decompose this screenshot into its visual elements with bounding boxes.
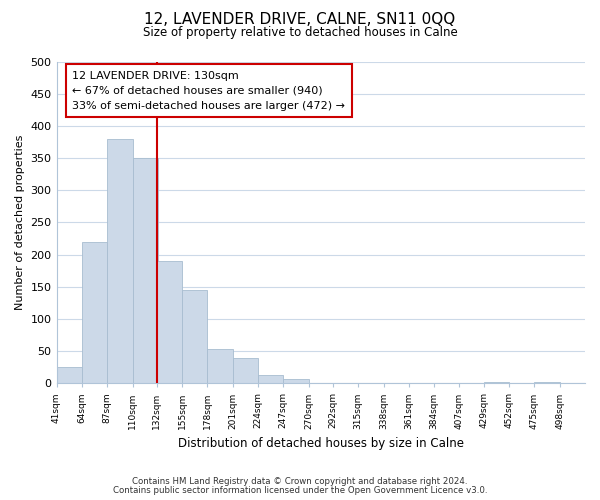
Bar [258, 375, 283, 384]
Bar [82, 242, 107, 384]
Bar [233, 358, 258, 384]
Bar [133, 158, 158, 384]
Bar [107, 138, 133, 384]
Text: 12, LAVENDER DRIVE, CALNE, SN11 0QQ: 12, LAVENDER DRIVE, CALNE, SN11 0QQ [145, 12, 455, 28]
Bar [484, 382, 509, 384]
Bar [157, 261, 182, 384]
Text: Contains public sector information licensed under the Open Government Licence v3: Contains public sector information licen… [113, 486, 487, 495]
Bar [56, 367, 82, 384]
X-axis label: Distribution of detached houses by size in Calne: Distribution of detached houses by size … [178, 437, 464, 450]
Y-axis label: Number of detached properties: Number of detached properties [15, 134, 25, 310]
Bar [283, 379, 308, 384]
Text: Contains HM Land Registry data © Crown copyright and database right 2024.: Contains HM Land Registry data © Crown c… [132, 477, 468, 486]
Bar [535, 382, 560, 384]
Text: 12 LAVENDER DRIVE: 130sqm
← 67% of detached houses are smaller (940)
33% of semi: 12 LAVENDER DRIVE: 130sqm ← 67% of detac… [73, 71, 346, 111]
Bar [208, 349, 233, 384]
Text: Size of property relative to detached houses in Calne: Size of property relative to detached ho… [143, 26, 457, 39]
Bar [182, 290, 208, 384]
